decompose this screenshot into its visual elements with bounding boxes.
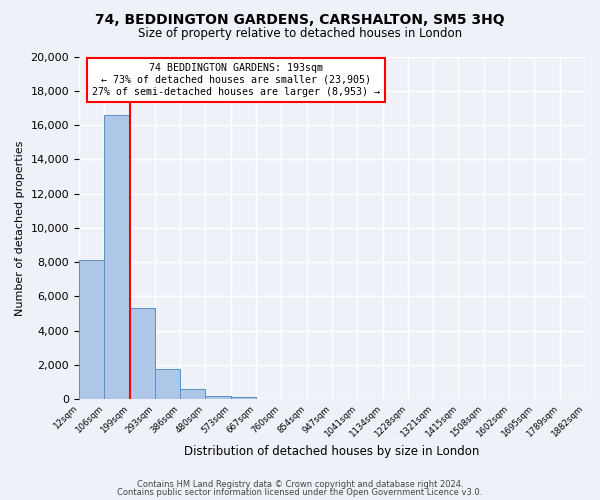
Y-axis label: Number of detached properties: Number of detached properties — [15, 140, 25, 316]
Text: Contains public sector information licensed under the Open Government Licence v3: Contains public sector information licen… — [118, 488, 482, 497]
Text: 74 BEDDINGTON GARDENS: 193sqm
← 73% of detached houses are smaller (23,905)
27% : 74 BEDDINGTON GARDENS: 193sqm ← 73% of d… — [92, 64, 380, 96]
Bar — [231, 398, 256, 399]
Bar — [205, 396, 231, 399]
Bar — [104, 115, 130, 399]
Bar — [155, 369, 180, 399]
Bar — [130, 308, 155, 399]
X-axis label: Distribution of detached houses by size in London: Distribution of detached houses by size … — [184, 444, 479, 458]
Text: Size of property relative to detached houses in London: Size of property relative to detached ho… — [138, 28, 462, 40]
Bar — [79, 260, 104, 399]
Text: 74, BEDDINGTON GARDENS, CARSHALTON, SM5 3HQ: 74, BEDDINGTON GARDENS, CARSHALTON, SM5 … — [95, 12, 505, 26]
Bar — [180, 389, 205, 399]
Text: Contains HM Land Registry data © Crown copyright and database right 2024.: Contains HM Land Registry data © Crown c… — [137, 480, 463, 489]
